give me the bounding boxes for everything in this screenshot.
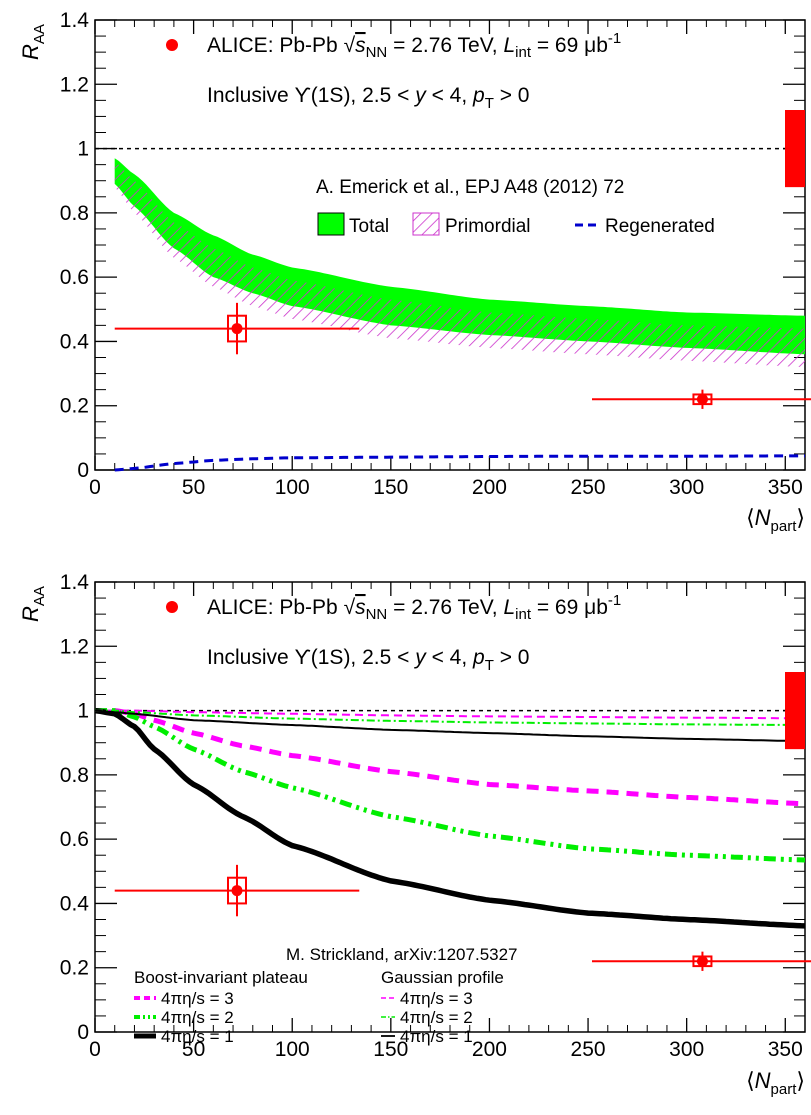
alice-legend-marker bbox=[166, 39, 178, 51]
x-tick-label: 150 bbox=[373, 476, 408, 499]
legend-label-g1: 4πη/s = 1 bbox=[400, 1027, 473, 1046]
selection-label: Inclusive ϒ(1S), 2.5 < y < 4, pT > 0 bbox=[207, 646, 530, 674]
x-axis-title: ⟨Npart⟩ bbox=[746, 1068, 805, 1098]
y-tick-label: 0.6 bbox=[60, 266, 89, 289]
x-tick-label: 250 bbox=[571, 476, 606, 499]
y-axis-title: RAA bbox=[18, 586, 48, 622]
data-marker bbox=[696, 955, 708, 967]
model-reference: M. Strickland, arXiv:1207.5327 bbox=[286, 945, 518, 964]
y-tick-label: 1 bbox=[77, 138, 89, 161]
legend-group-title-boost: Boost-invariant plateau bbox=[134, 968, 308, 987]
series-gaussian-profile-4-s-2 bbox=[95, 709, 805, 726]
data-marker bbox=[231, 885, 243, 897]
data-point-1 bbox=[114, 864, 360, 917]
data-points bbox=[114, 864, 811, 971]
legend-total-swatch bbox=[317, 212, 345, 236]
series-gaussian-profile-4-s-3 bbox=[95, 709, 805, 720]
systematic-box bbox=[227, 314, 247, 343]
y-axis: 0 0.2 0.4 0.6 0.8 1 1.2 1.4 bbox=[60, 571, 805, 1044]
series-primordial-band bbox=[114, 161, 805, 368]
global-systematic-box bbox=[785, 110, 805, 188]
series-boost-invariant-plateau-4-s-3 bbox=[95, 708, 806, 807]
y-tick-label: 1 bbox=[77, 700, 89, 723]
global-systematic-box bbox=[785, 672, 805, 750]
y-tick-label: 1.2 bbox=[60, 635, 89, 658]
model-curves bbox=[95, 110, 805, 472]
x-tick-label: 300 bbox=[669, 1038, 704, 1061]
x-tick-label: 350 bbox=[768, 1038, 803, 1061]
legend-group-title-gauss: Gaussian profile bbox=[381, 968, 504, 987]
model-curves bbox=[94, 672, 806, 929]
y-tick-label: 0 bbox=[77, 459, 89, 482]
x-tick-label: 50 bbox=[182, 476, 205, 499]
x-tick-label: 50 bbox=[182, 1038, 205, 1061]
series-gaussian-profile-4-s-1 bbox=[94, 709, 805, 743]
legend-regenerated-label: Regenerated bbox=[605, 216, 715, 237]
y-tick-label: 1.4 bbox=[60, 9, 90, 32]
series-boost-invariant-plateau-4-s-1 bbox=[94, 707, 806, 929]
legend-label-bi3: 4πη/s = 3 bbox=[161, 989, 234, 1008]
data-point-1 bbox=[114, 302, 360, 355]
top-panel: 0 0.2 0.4 0.6 0.8 1 1.2 1.4 0 50 100 150 200 250 300 3… bbox=[18, 9, 811, 535]
y-tick-label: 0.4 bbox=[60, 330, 90, 353]
y-tick-label: 0.8 bbox=[60, 202, 89, 225]
model-reference: A. Emerick et al., EPJ A48 (2012) 72 bbox=[316, 177, 624, 198]
selection-label: Inclusive ϒ(1S), 2.5 < y < 4, pT > 0 bbox=[207, 84, 530, 112]
bottom-panel: 0 0.2 0.4 0.6 0.8 1 1.2 1.4 0 50 100 150 200 250 300 3… bbox=[18, 571, 811, 1098]
alice-legend-marker bbox=[166, 601, 178, 613]
x-tick-label: 0 bbox=[89, 476, 101, 499]
legend-label-g2: 4πη/s = 2 bbox=[400, 1008, 473, 1027]
legend-label-bi2: 4πη/s = 2 bbox=[161, 1008, 234, 1027]
x-tick-label: 250 bbox=[571, 1038, 606, 1061]
x-tick-label: 350 bbox=[768, 476, 803, 499]
data-point-2 bbox=[592, 951, 811, 971]
y-tick-label: 0 bbox=[77, 1021, 89, 1044]
alice-label: ALICE: Pb-Pb √sNN = 2.76 TeV, Lint = 69 … bbox=[207, 592, 621, 623]
y-tick-label: 0.6 bbox=[60, 828, 89, 851]
legend-total-label: Total bbox=[349, 216, 389, 237]
data-points bbox=[114, 302, 811, 409]
y-tick-label: 1.2 bbox=[60, 73, 89, 96]
y-tick-label: 0.4 bbox=[60, 892, 90, 915]
legend-primordial-swatch bbox=[412, 212, 440, 236]
x-tick-label: 300 bbox=[669, 476, 704, 499]
x-tick-label: 200 bbox=[472, 476, 507, 499]
legend-label-bi1: 4πη/s = 1 bbox=[161, 1027, 234, 1046]
legend-primordial-label: Primordial bbox=[445, 216, 531, 237]
x-axis-title: ⟨Npart⟩ bbox=[746, 505, 805, 535]
x-tick-label: 100 bbox=[275, 476, 310, 499]
data-marker bbox=[696, 393, 708, 405]
systematic-box bbox=[227, 876, 247, 905]
data-point-2 bbox=[592, 389, 811, 409]
alice-label: ALICE: Pb-Pb √sNN = 2.76 TeV, Lint = 69 … bbox=[207, 30, 621, 61]
x-axis: 0 50 100 150 200 250 300 350 bbox=[89, 582, 806, 1061]
y-tick-label: 0.8 bbox=[60, 764, 89, 787]
y-tick-label: 0.2 bbox=[60, 395, 89, 418]
x-axis: 0 50 100 150 200 250 300 350 bbox=[89, 20, 806, 499]
x-tick-label: 200 bbox=[472, 1038, 507, 1061]
y-axis: 0 0.2 0.4 0.6 0.8 1 1.2 1.4 bbox=[60, 9, 805, 482]
data-marker bbox=[231, 323, 243, 335]
x-tick-label: 0 bbox=[89, 1038, 101, 1061]
y-tick-label: 0.2 bbox=[60, 957, 89, 980]
y-tick-label: 1.4 bbox=[60, 571, 90, 594]
legend-label-g3: 4πη/s = 3 bbox=[400, 989, 473, 1008]
x-tick-label: 100 bbox=[275, 1038, 310, 1061]
y-axis-title: RAA bbox=[18, 24, 48, 60]
series-regenerated-line bbox=[114, 454, 805, 472]
x-tick-label: 150 bbox=[373, 1038, 408, 1061]
